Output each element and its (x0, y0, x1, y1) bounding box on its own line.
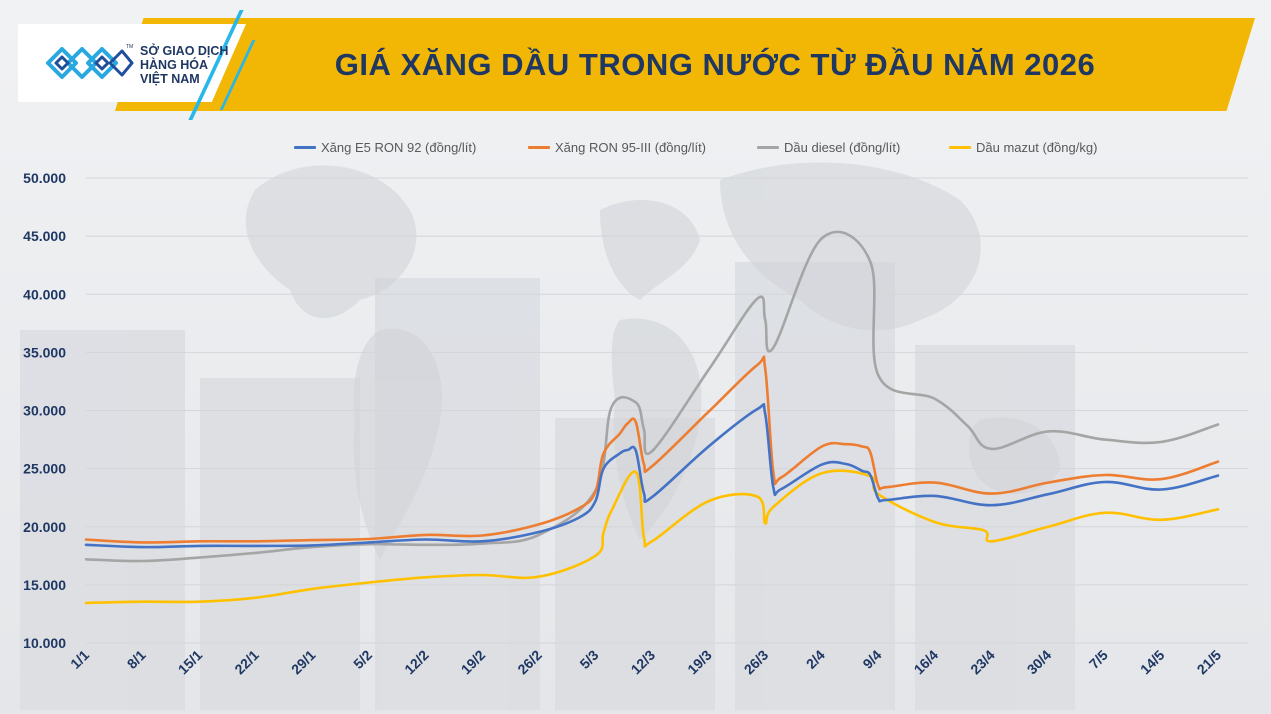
legend-label: Xăng RON 95-III (đồng/lít) (555, 139, 707, 155)
x-tick-label: 8/1 (124, 647, 149, 672)
y-tick-label: 45.000 (23, 228, 66, 244)
chart-legend: Xăng E5 RON 92 (đồng/lít) Xăng RON 95-II… (0, 136, 1271, 158)
x-tick-label: 22/1 (231, 647, 262, 678)
y-tick-label: 50.000 (23, 170, 66, 186)
legend-item: Dầu mazut (đồng/kg) (949, 136, 1097, 158)
x-tick-label: 19/3 (684, 647, 715, 678)
x-axis: 1/1 8/1 15/1 22/1 29/1 5/2 12/2 19/2 26/2 5/3 12/3… (67, 647, 1224, 678)
x-tick-label: 29/1 (288, 647, 319, 678)
legend-swatch (294, 145, 316, 149)
x-tick-label: 14/5 (1137, 647, 1168, 678)
legend-label: Dầu mazut (đồng/kg) (976, 139, 1098, 155)
x-tick-label: 19/2 (458, 647, 489, 678)
logo-line-1: SỞ GIAO DỊCH (140, 44, 229, 58)
y-tick-label: 10.000 (23, 635, 66, 651)
y-axis: 10.000 15.000 20.000 25.000 30.000 35.000 40.0… (23, 170, 66, 651)
x-tick-label: 21/5 (1194, 647, 1225, 678)
x-tick-label: 15/1 (175, 647, 206, 678)
x-tick-label: 26/2 (514, 647, 545, 678)
x-tick-label: 5/2 (350, 647, 375, 672)
x-tick-label: 16/4 (911, 647, 942, 678)
y-tick-label: 15.000 (23, 577, 66, 593)
x-tick-label: 30/4 (1024, 647, 1055, 678)
legend-item: Dầu diesel (đồng/lít) (757, 136, 900, 158)
legend-swatch (949, 145, 971, 149)
y-tick-label: 40.000 (23, 286, 66, 302)
x-tick-label: 7/5 (1086, 647, 1111, 672)
legend-label: Dầu diesel (đồng/lít) (784, 139, 901, 155)
x-tick-label: 2/4 (803, 647, 828, 672)
series-line-4 (84, 469, 1220, 605)
legend-label: Xăng E5 RON 92 (đồng/lít) (321, 139, 477, 155)
x-tick-label: 5/3 (576, 647, 601, 672)
logo-line-3: VIỆT NAM (140, 72, 200, 86)
logo-trademark: TM (126, 44, 134, 50)
x-tick-label: 12/2 (401, 647, 432, 678)
legend-item: Xăng RON 95-III (đồng/lít) (528, 136, 706, 158)
x-tick-label: 12/3 (628, 647, 659, 678)
x-tick-label: 23/4 (967, 647, 998, 678)
legend-item: Xăng E5 RON 92 (đồng/lít) (294, 136, 476, 158)
series (84, 230, 1220, 605)
logo-line-2: HÀNG HÓA (140, 58, 209, 72)
x-tick-label: 9/4 (859, 647, 884, 672)
series-line-3 (84, 230, 1220, 563)
y-tick-label: 30.000 (23, 403, 66, 419)
title-banner (115, 18, 1255, 111)
y-tick-label: 20.000 (23, 519, 66, 535)
gridlines (86, 177, 1248, 644)
series-line-2 (84, 355, 1220, 544)
y-tick-label: 25.000 (23, 461, 66, 477)
y-tick-label: 35.000 (23, 344, 66, 360)
x-tick-label: 1/1 (67, 647, 92, 672)
legend-swatch (528, 145, 550, 149)
mxv-logo-icon (46, 47, 134, 79)
legend-swatch (757, 145, 779, 149)
chart-title: GIÁ XĂNG DẦU TRONG NƯỚC TỪ ĐẦU NĂM 2026 (334, 47, 1096, 82)
x-tick-label: 26/3 (741, 647, 772, 678)
series-line-1 (84, 402, 1220, 549)
logo-text: SỞ GIAO DỊCH HÀNG HÓA VIỆT NAM (140, 44, 228, 86)
